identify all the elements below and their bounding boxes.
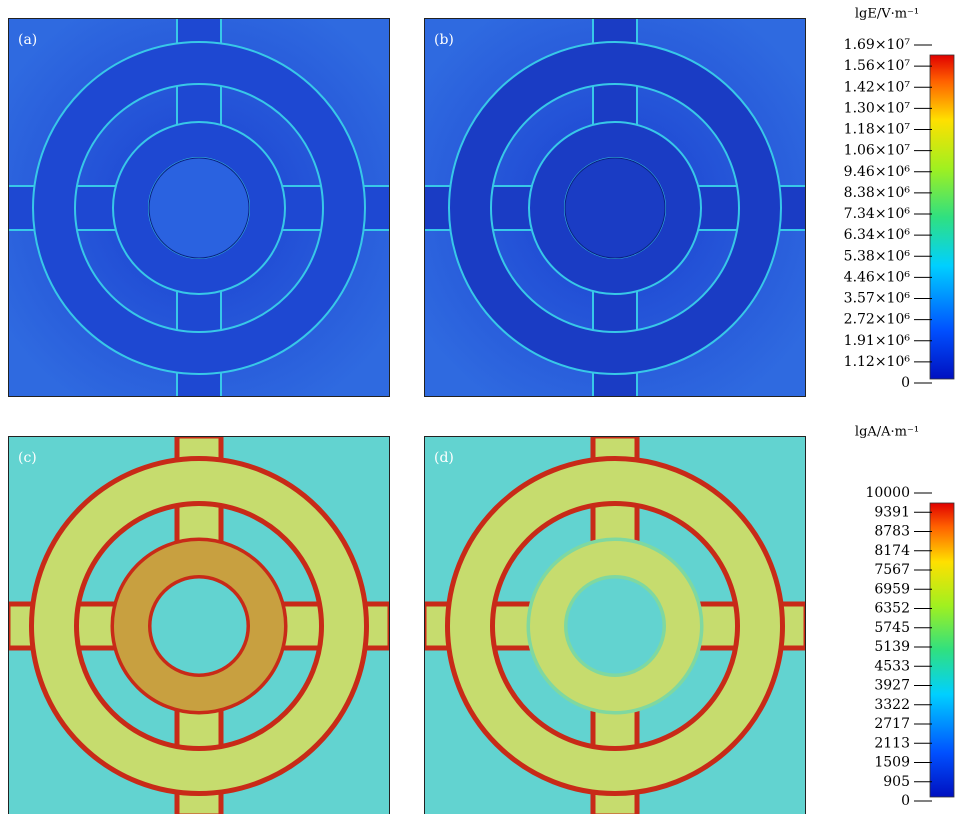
colorbar-tick-label: 8.38×10⁶	[844, 185, 911, 201]
colorbar-tick-label: 5139	[874, 639, 910, 655]
colorbar-tick-label: 8783	[874, 524, 910, 540]
colorbar-tick-label: 2113	[874, 735, 910, 751]
panel-label: (b)	[434, 32, 454, 48]
colorbar-tick-label: 1.30×10⁷	[844, 100, 911, 116]
colorbar-tick-label: 3927	[874, 678, 910, 694]
colorbar-tick-label: 7567	[874, 562, 910, 578]
colorbar-tick-label: 1.42×10⁷	[844, 79, 911, 95]
colorbar-tick-label: 2717	[874, 716, 910, 732]
colorbar-tick-label: 9391	[874, 504, 910, 520]
colorbar-tick-label: 6352	[874, 601, 910, 617]
colorbar-tick-label: 1509	[874, 755, 910, 771]
colorbar-tick-label: 1.56×10⁷	[844, 58, 911, 74]
colorbar-tick-label: 5.38×10⁶	[844, 248, 911, 264]
colorbar-tick-label: 9.46×10⁶	[844, 164, 911, 180]
colorbar-tick-label: 905	[883, 774, 910, 790]
colorbar	[930, 503, 954, 797]
colorbar-tick-label: 1.12×10⁶	[844, 354, 911, 370]
panel	[8, 18, 390, 398]
colorbar-tick-label: 5745	[874, 620, 910, 636]
colorbar-tick-label: 6959	[874, 581, 910, 597]
figure: (a) (b) (c) (d) lgE/V·m⁻¹ 1.69×10⁷ 1.56×10⁷ 1.4…	[0, 0, 956, 814]
colorbar-tick-label: 4.46×10⁶	[844, 269, 911, 285]
colorbar-tick-label: 8174	[874, 543, 910, 559]
core	[149, 158, 249, 258]
colorbar-tick-label: 6.34×10⁶	[844, 227, 911, 243]
panel-label: (d)	[434, 450, 454, 466]
colorbar-tick-label: 4533	[874, 658, 910, 674]
colorbar	[930, 55, 954, 379]
colorbar-title: lgA/A·m⁻¹	[855, 425, 919, 440]
core	[565, 158, 665, 258]
colorbar-tick-label: 2.72×10⁶	[844, 312, 911, 328]
colorbar-tick-label: 1.06×10⁷	[844, 143, 911, 159]
colorbar-tick-label: 0	[901, 793, 910, 809]
colorbar-tick-label: 1.91×10⁶	[844, 333, 911, 349]
panel-label: (a)	[18, 32, 37, 48]
colorbar-tick-label: 3.57×10⁶	[844, 291, 911, 307]
colorbar-tick-label: 7.34×10⁶	[844, 206, 911, 222]
panel	[8, 436, 390, 814]
colorbar-tick-label: 3322	[874, 697, 910, 713]
colorbar-tick-label: 1.18×10⁷	[844, 122, 911, 138]
panel	[424, 436, 806, 814]
panel-label: (c)	[18, 450, 37, 466]
colorbar-tick-label: 1.69×10⁷	[844, 37, 911, 53]
colorbar-tick-label: 0	[901, 375, 910, 391]
colorbar-tick-label: 10000	[865, 485, 910, 501]
panel	[424, 18, 806, 398]
colorbar-title: lgE/V·m⁻¹	[855, 7, 919, 22]
